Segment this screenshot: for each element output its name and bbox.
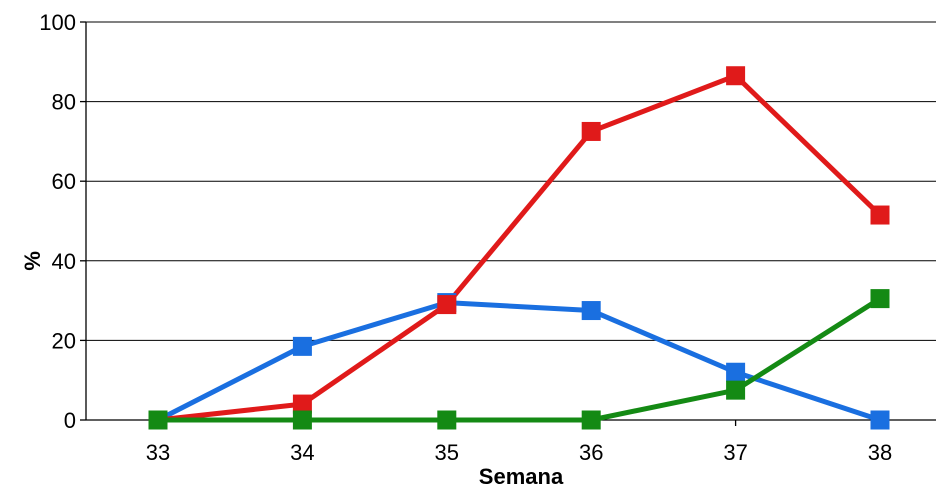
series-line-3 xyxy=(155,296,883,423)
x-axis-title: Semana xyxy=(479,464,564,489)
data-point-series-3 xyxy=(726,380,746,400)
y-tick-label: 80 xyxy=(52,90,76,115)
x-tick-label: 34 xyxy=(290,440,314,465)
x-tick-label: 38 xyxy=(868,440,892,465)
axes xyxy=(80,21,936,426)
y-tick-label: 0 xyxy=(64,408,76,433)
data-point-series-2 xyxy=(870,205,890,225)
y-tick-label: 40 xyxy=(52,249,76,274)
data-point-series-3 xyxy=(870,289,890,309)
y-tick-label: 100 xyxy=(39,10,76,35)
series-line-2 xyxy=(155,73,883,423)
y-tick-label: 60 xyxy=(52,169,76,194)
x-tick-label: 37 xyxy=(723,440,747,465)
data-point-series-1 xyxy=(870,410,890,430)
x-tick-label: 35 xyxy=(435,440,459,465)
data-point-series-3 xyxy=(148,410,168,430)
data-point-series-3 xyxy=(292,410,312,430)
series-line-1 xyxy=(155,300,883,423)
data-point-series-2 xyxy=(292,394,312,414)
tick-labels: 0 20 40 60 80 100 33 34 35 36 37 38 xyxy=(39,10,892,465)
series-markers xyxy=(148,66,890,430)
data-point-series-3 xyxy=(581,410,601,430)
data-point-series-2 xyxy=(726,66,746,86)
data-point-series-1 xyxy=(292,336,312,356)
data-point-series-1 xyxy=(726,362,746,382)
data-point-series-2 xyxy=(581,121,601,141)
x-tick-label: 36 xyxy=(579,440,603,465)
x-tick-label: 33 xyxy=(146,440,170,465)
y-tick-label: 20 xyxy=(52,328,76,353)
gridlines xyxy=(86,21,936,341)
y-axis-title: % xyxy=(20,251,45,271)
series-lines xyxy=(155,73,883,423)
data-point-series-1 xyxy=(581,301,601,321)
data-point-series-2 xyxy=(437,295,457,315)
data-point-series-3 xyxy=(437,410,457,430)
